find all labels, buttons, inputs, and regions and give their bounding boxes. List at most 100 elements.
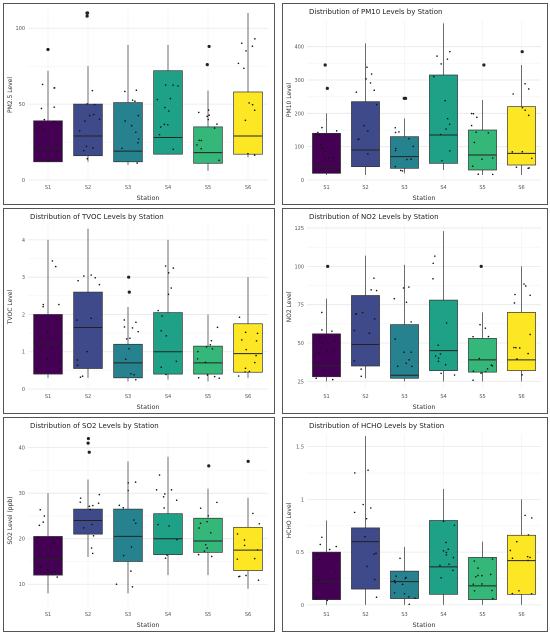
- jitter-point: [408, 138, 410, 140]
- y-axis-label: NO2 Level: [286, 291, 293, 322]
- jitter-point: [165, 557, 167, 559]
- jitter-point: [360, 368, 362, 370]
- jitter-point: [405, 577, 407, 579]
- jitter-point: [252, 45, 254, 47]
- jitter-point: [89, 505, 91, 507]
- box-S3: [390, 547, 418, 605]
- box-iqr: [390, 137, 418, 169]
- jitter-point: [133, 519, 135, 521]
- jitter-point: [39, 126, 41, 128]
- jitter-point: [321, 147, 323, 149]
- x-tick-label: S4: [165, 612, 171, 618]
- x-tick-label: S3: [401, 394, 407, 400]
- jitter-point: [395, 148, 397, 150]
- jitter-point: [398, 131, 400, 133]
- y-tick-label: 50: [19, 102, 25, 108]
- jitter-point: [440, 577, 442, 579]
- jitter-point: [354, 512, 356, 514]
- jitter-point: [518, 590, 520, 592]
- box-S4: [429, 23, 457, 170]
- jitter-point: [522, 151, 524, 153]
- jitter-point: [446, 554, 448, 556]
- jitter-point: [527, 556, 529, 558]
- jitter-point: [218, 160, 220, 162]
- jitter-point: [171, 489, 173, 491]
- box-iqr: [234, 92, 263, 154]
- jitter-point: [198, 527, 200, 529]
- jitter-point: [52, 347, 54, 349]
- jitter-point: [40, 566, 42, 568]
- jitter-point: [44, 515, 46, 517]
- x-tick-label: S2: [85, 612, 91, 618]
- jitter-point: [443, 550, 445, 552]
- jitter-point: [160, 366, 162, 368]
- chart-title: Distribution of NO2 Levels by Station: [309, 213, 439, 221]
- jitter-point: [138, 115, 140, 117]
- y-axis-label: TVOC Level: [7, 290, 14, 326]
- box-iqr: [74, 104, 103, 156]
- jitter-point: [94, 104, 96, 106]
- outlier-point: [86, 11, 89, 14]
- jitter-point: [244, 539, 246, 541]
- y-tick-label: 20: [19, 537, 25, 543]
- box-S4: [154, 45, 183, 154]
- jitter-point: [53, 356, 55, 358]
- box-S4: [429, 489, 457, 605]
- jitter-point: [258, 579, 260, 581]
- outlier-point: [86, 442, 89, 445]
- jitter-point: [135, 131, 137, 133]
- jitter-point: [485, 371, 487, 373]
- jitter-point: [244, 371, 246, 373]
- jitter-point: [473, 583, 475, 585]
- jitter-point: [474, 560, 476, 562]
- jitter-point: [36, 129, 38, 131]
- jitter-point: [367, 130, 369, 132]
- jitter-point: [208, 109, 210, 111]
- jitter-point: [394, 582, 396, 584]
- jitter-point: [404, 593, 406, 595]
- jitter-point: [84, 120, 86, 122]
- jitter-point: [132, 99, 134, 101]
- jitter-point: [370, 507, 372, 509]
- jitter-point: [238, 63, 240, 65]
- box-iqr: [507, 535, 535, 594]
- jitter-point: [43, 304, 45, 306]
- jitter-point: [370, 82, 372, 84]
- jitter-point: [321, 312, 323, 314]
- jitter-point: [56, 576, 58, 578]
- y-tick-label: 0.5: [296, 550, 304, 556]
- jitter-point: [317, 132, 319, 134]
- y-tick-label: 125: [294, 226, 304, 232]
- jitter-point: [39, 509, 41, 511]
- jitter-point: [93, 114, 95, 116]
- y-tick-label: 100: [294, 145, 304, 151]
- jitter-point: [393, 298, 395, 300]
- jitter-point: [243, 68, 245, 70]
- jitter-point: [79, 501, 81, 503]
- box-iqr: [154, 313, 183, 375]
- jitter-point: [259, 523, 261, 525]
- jitter-point: [135, 321, 137, 323]
- x-tick-label: S2: [85, 185, 91, 191]
- jitter-point: [328, 156, 330, 158]
- chart-svg: Distribution of HCHO Levels by Station 0 0…: [283, 418, 547, 631]
- jitter-point: [531, 517, 533, 519]
- box-S4: [154, 457, 183, 575]
- jitter-point: [449, 51, 451, 53]
- jitter-point: [137, 331, 139, 333]
- jitter-point: [512, 93, 514, 95]
- jitter-point: [166, 554, 168, 556]
- x-tick-label: S4: [440, 612, 446, 618]
- x-tick-label: S6: [518, 612, 524, 618]
- jitter-point: [164, 493, 166, 495]
- jitter-point: [516, 358, 518, 360]
- jitter-point: [473, 370, 475, 372]
- box-iqr: [194, 346, 223, 374]
- jitter-point: [527, 353, 529, 355]
- jitter-point: [237, 558, 239, 560]
- jitter-point: [332, 157, 334, 159]
- jitter-point: [90, 318, 92, 320]
- jitter-point: [252, 104, 254, 106]
- jitter-point: [52, 260, 54, 262]
- x-tick-label: S6: [518, 185, 524, 191]
